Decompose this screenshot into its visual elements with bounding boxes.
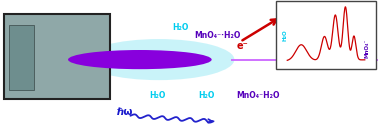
Text: H₂O: H₂O	[283, 29, 288, 41]
FancyBboxPatch shape	[276, 1, 376, 68]
Text: MnO₄⁻: MnO₄⁻	[276, 31, 303, 40]
Text: MnO₄⁻: MnO₄⁻	[364, 39, 369, 58]
Text: ℏω: ℏω	[117, 107, 134, 117]
Text: H₂O: H₂O	[172, 23, 188, 32]
Text: MnO₄⁻H₂O: MnO₄⁻H₂O	[236, 91, 280, 100]
Text: H₂O: H₂O	[198, 91, 215, 100]
FancyBboxPatch shape	[9, 25, 34, 90]
Text: e⁻: e⁻	[236, 41, 248, 51]
Text: H₂O: H₂O	[149, 91, 166, 100]
Ellipse shape	[83, 39, 234, 80]
Text: MnO₄⁻·H₂O: MnO₄⁻·H₂O	[195, 31, 241, 40]
Ellipse shape	[68, 50, 212, 69]
FancyBboxPatch shape	[4, 14, 110, 99]
